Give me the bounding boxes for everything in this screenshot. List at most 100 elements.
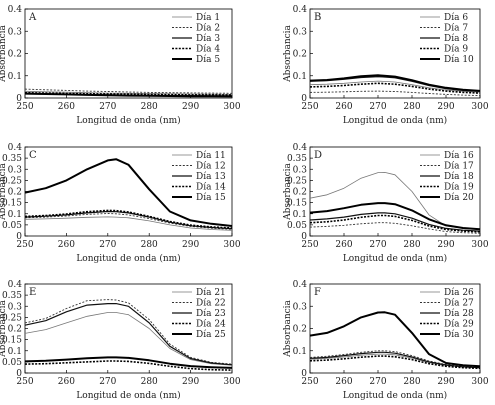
legend-entry: Día 16 — [444, 150, 474, 161]
x-tick-label: 280 — [403, 377, 420, 387]
x-tick-label: 270 — [99, 377, 116, 387]
series-line-1 — [309, 80, 481, 93]
x-tick-label: 250 — [301, 102, 318, 112]
y-tick-label: 0.35 — [2, 154, 22, 164]
x-tick-label: 280 — [141, 102, 158, 112]
x-tick-label: 270 — [99, 102, 116, 112]
x-tick-label: 300 — [471, 377, 488, 387]
x-tick-label: 260 — [58, 377, 75, 387]
y-tick-label: 0.1 — [293, 72, 307, 82]
x-tick-label: 300 — [471, 240, 488, 250]
x-tick-label: 260 — [335, 102, 352, 112]
y-tick-label: 0.2 — [8, 325, 22, 335]
x-tick-label: 290 — [182, 377, 199, 387]
y-tick-label: 0.05 — [2, 358, 22, 368]
y-tick-label: 0.35 — [287, 154, 307, 164]
series-line-4 — [309, 82, 481, 94]
y-tick-label: 0.1 — [8, 72, 22, 82]
y-tick-label: 0.3 — [293, 165, 308, 175]
y-tick-label: 0.4 — [8, 280, 23, 290]
y-tick-label: 0.15 — [287, 199, 307, 209]
y-tick-label: 0.4 — [8, 5, 23, 15]
y-tick-label: 0.4 — [293, 143, 308, 153]
legend-entry: Día 18 — [444, 171, 474, 182]
legend-entry: Día 28 — [444, 308, 474, 319]
y-tick-label: 0.2 — [293, 325, 307, 335]
legend-entry: Día 21 — [196, 287, 226, 298]
y-tick-label: 0 — [16, 94, 22, 104]
x-tick-label: 270 — [369, 240, 386, 250]
y-tick-label: 0.35 — [2, 291, 22, 301]
series-line-5 — [309, 311, 481, 368]
y-tick-label: 0.3 — [8, 27, 23, 37]
legend-entry: Día 30 — [444, 329, 474, 340]
legend-entry: Día 8 — [444, 33, 468, 44]
series-line-2 — [309, 90, 481, 97]
x-tick-label: 300 — [223, 240, 240, 250]
series-line-5 — [309, 202, 481, 231]
x-tick-label: 280 — [141, 240, 158, 250]
y-tick-label: 0.1 — [293, 347, 307, 357]
y-tick-label: 0.3 — [8, 165, 23, 175]
y-tick-label: 0.2 — [8, 50, 22, 60]
x-tick-label: 280 — [141, 377, 158, 387]
series-line-2 — [24, 299, 233, 365]
x-tick-label: 270 — [369, 102, 386, 112]
chart-panel-c: 00.050.10.150.2 0.250.30.350.4 250 260 270 28… — [0, 143, 241, 264]
x-tick-label: 250 — [301, 377, 318, 387]
chart-panel-b: 0 0.1 0.2 0.3 0.4 250 260 270 280 290 300 Longitud … — [283, 5, 489, 126]
y-tick-label: 0.4 — [8, 143, 23, 153]
y-axis-label: Absorbancia — [0, 24, 8, 82]
legend-entry: Día 15 — [196, 192, 226, 203]
y-axis-label: Absorbancia — [0, 162, 8, 220]
x-axis-label: Longitud de onda (nm) — [343, 253, 447, 264]
x-tick-label: 250 — [16, 102, 33, 112]
legend-entry: Día 29 — [444, 319, 474, 330]
x-tick-label: 290 — [437, 377, 454, 387]
x-tick-label: 260 — [58, 240, 75, 250]
y-axis-label: Absorbancia — [0, 299, 8, 357]
legend-entry: Día 5 — [196, 54, 220, 65]
series-line-4 — [24, 209, 233, 229]
legend-entry: Día 7 — [444, 23, 468, 34]
legend-entry: Día 22 — [196, 298, 226, 309]
y-tick-label: 0 — [16, 232, 22, 242]
legend-entry: Día 24 — [196, 319, 226, 330]
series-line-3 — [309, 351, 481, 369]
x-tick-label: 260 — [335, 240, 352, 250]
series-line-1 — [24, 90, 233, 95]
x-tick-label: 290 — [182, 240, 199, 250]
legend-entry: Día 2 — [196, 23, 220, 34]
y-axis-label: Absorbancia — [283, 162, 293, 220]
panel-label: D — [314, 150, 322, 161]
x-tick-label: 290 — [437, 102, 454, 112]
y-tick-label: 0 — [16, 369, 22, 379]
legend-entry: Día 26 — [444, 287, 474, 298]
series-line-2 — [24, 213, 233, 230]
y-tick-label: 0.1 — [8, 347, 22, 357]
y-tick-label: 0.2 — [293, 188, 307, 198]
legend-entry: Día 4 — [196, 44, 220, 55]
panel-label: C — [29, 150, 37, 161]
series-line-4 — [24, 360, 233, 371]
legend-entry: Día 25 — [196, 329, 226, 340]
series-line-1 — [24, 312, 233, 366]
legend-entry: Día 1 — [196, 12, 220, 23]
panel-label: F — [314, 287, 321, 298]
x-tick-label: 270 — [99, 240, 116, 250]
y-tick-label: 0.05 — [2, 221, 22, 231]
y-tick-label: 0 — [301, 232, 307, 242]
series-line-4 — [309, 214, 481, 233]
x-tick-label: 290 — [182, 102, 199, 112]
chart-panel-a: 0 0.1 0.2 0.3 0.4 250 260 270 280 290 300 Longitud … — [0, 5, 241, 126]
panel-label: E — [29, 287, 36, 298]
y-axis-label: Absorbancia — [283, 299, 293, 357]
x-tick-label: 300 — [471, 102, 488, 112]
chart-panel-d: 00.050.10.150.2 0.250.30.350.4 250 260 270 28… — [283, 143, 489, 264]
chart-panel-f: 0 0.1 0.2 0.3 0.4 250 260 270 280 290 300 Longitud … — [283, 280, 489, 401]
x-axis-label: Longitud de onda (nm) — [76, 115, 180, 126]
legend-entry: Día 3 — [196, 33, 220, 44]
x-tick-label: 250 — [16, 377, 33, 387]
legend-entry: Día 12 — [196, 161, 226, 172]
